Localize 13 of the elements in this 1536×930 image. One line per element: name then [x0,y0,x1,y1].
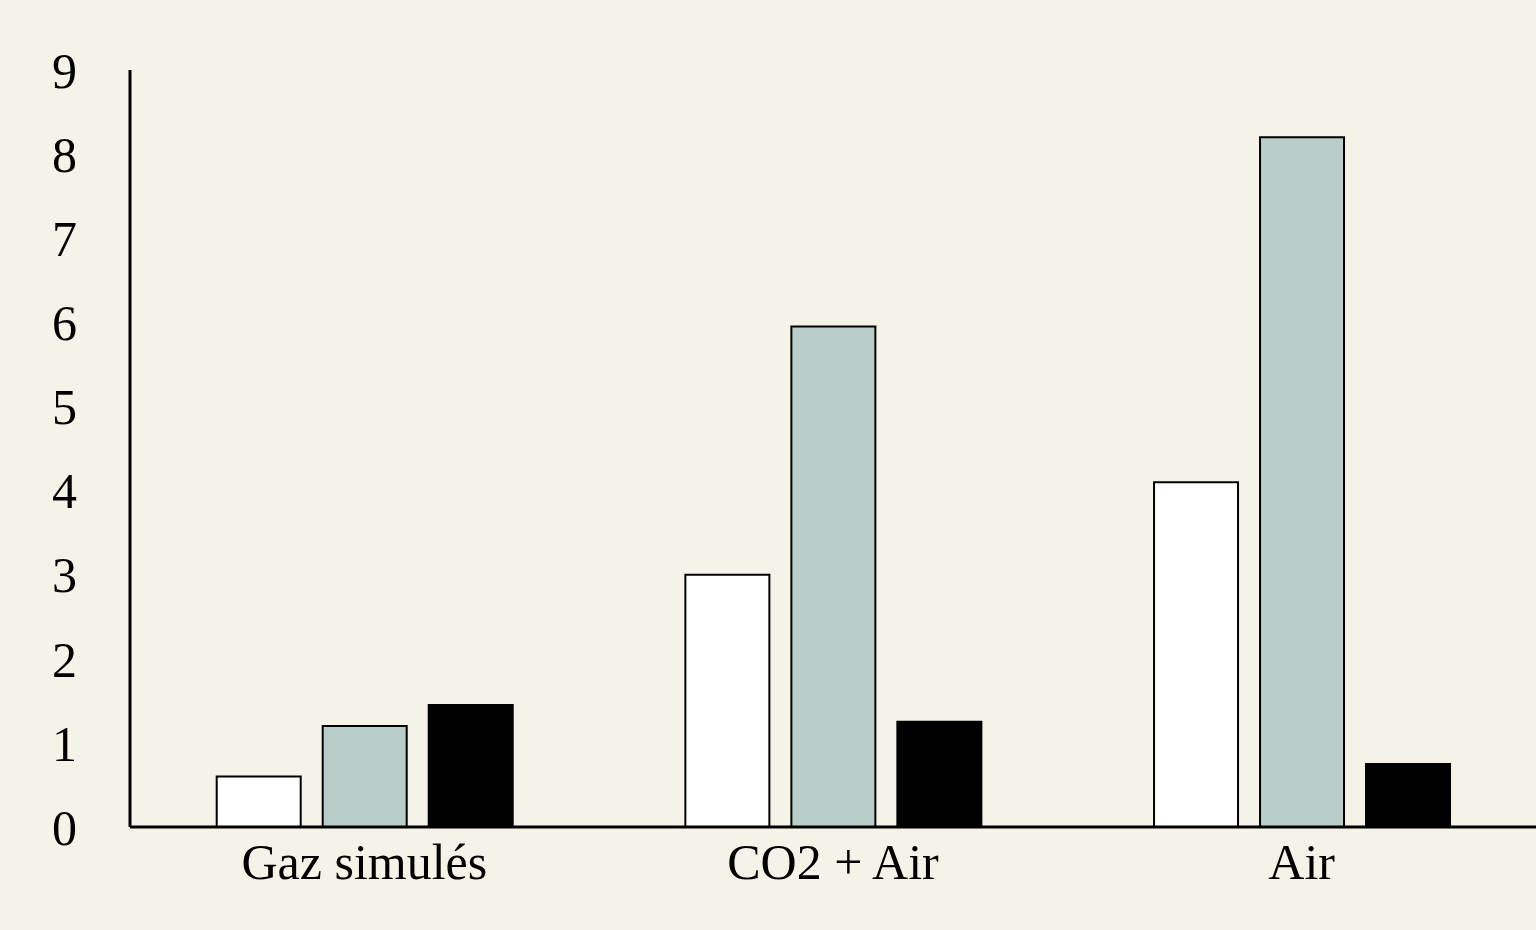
y-tick-label: 5 [52,379,77,436]
y-tick-label: 8 [52,126,77,183]
y-tick-label: 2 [52,631,77,688]
x-tick-label: Gaz simulés [241,833,488,890]
y-tick-label: 4 [52,463,77,520]
y-tick-label: 6 [52,295,77,352]
y-tick-label: 0 [52,799,77,856]
x-tick-label: CO2 + Air [727,833,940,890]
y-tick-label: 3 [52,547,77,604]
y-tick-label: 9 [52,42,77,99]
y-tick-label: 7 [52,210,77,267]
x-tick-label: Air [1268,833,1336,890]
y-tick-label: 1 [52,715,77,772]
